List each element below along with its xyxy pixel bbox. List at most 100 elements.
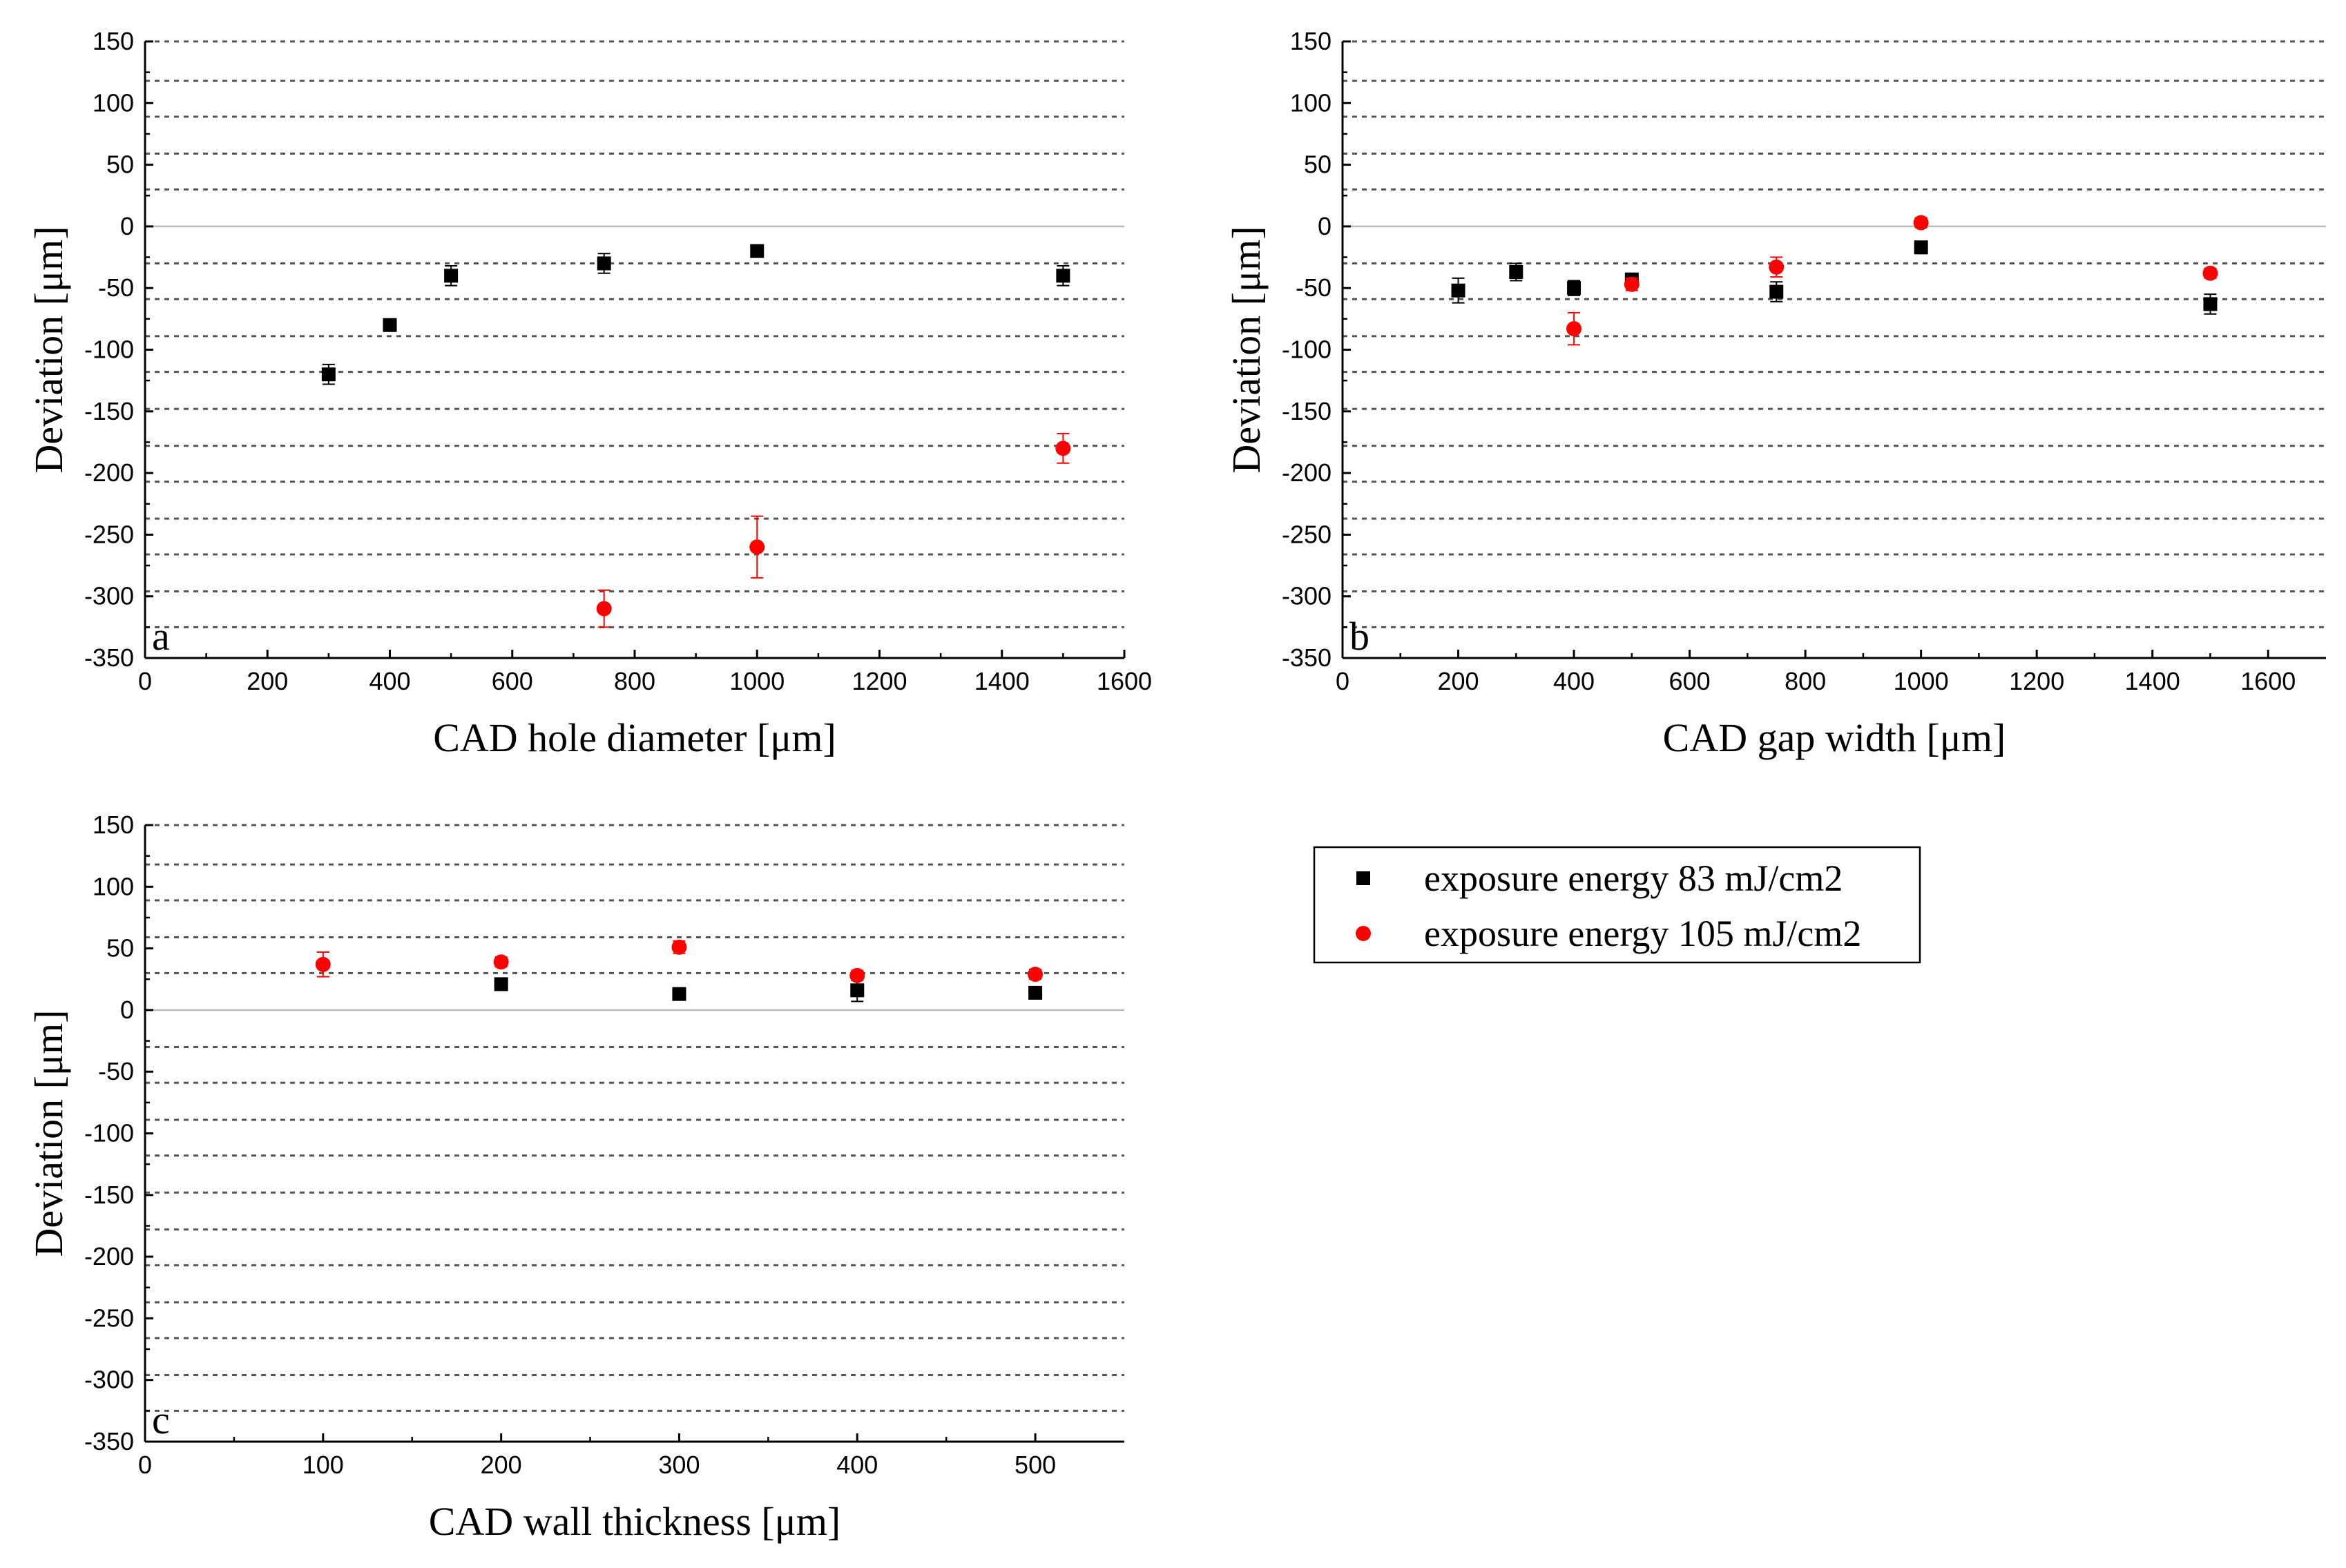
y-tick-label: -150 bbox=[84, 397, 134, 425]
data-point bbox=[321, 367, 336, 382]
y-tick-label: -300 bbox=[1282, 582, 1331, 610]
x-tick-label: 400 bbox=[1553, 667, 1595, 695]
y-tick-label: 50 bbox=[106, 934, 134, 962]
data-point bbox=[1567, 281, 1581, 296]
y-tick-label: 50 bbox=[106, 151, 134, 179]
x-axis-title: CAD wall thickness [μm] bbox=[429, 1499, 841, 1544]
y-tick-label: -250 bbox=[1282, 520, 1331, 548]
data-point bbox=[671, 939, 687, 955]
data-point bbox=[315, 956, 331, 972]
x-tick-label: 400 bbox=[369, 667, 410, 695]
y-tick-label: -50 bbox=[1296, 273, 1331, 302]
legend-label: exposure energy 83 mJ/cm2 bbox=[1424, 858, 1843, 899]
data-point bbox=[1055, 441, 1071, 456]
legend-marker bbox=[1356, 871, 1370, 885]
data-point bbox=[597, 256, 611, 271]
y-tick-label: -200 bbox=[84, 1242, 134, 1270]
y-tick-label: -100 bbox=[84, 336, 134, 364]
y-tick-label: -350 bbox=[1282, 643, 1331, 672]
x-tick-label: 200 bbox=[247, 667, 288, 695]
x-tick-label: 500 bbox=[1015, 1451, 1056, 1479]
x-axis-title: CAD gap width [μm] bbox=[1663, 715, 2006, 760]
data-point bbox=[850, 983, 865, 998]
data-point bbox=[444, 269, 459, 283]
y-tick-label: -100 bbox=[1282, 336, 1331, 364]
legend-label: exposure energy 105 mJ/cm2 bbox=[1424, 913, 1861, 954]
x-tick-label: 0 bbox=[138, 1451, 152, 1479]
y-tick-label: 150 bbox=[93, 811, 134, 839]
x-tick-label: 600 bbox=[1669, 667, 1711, 695]
y-tick-label: 150 bbox=[93, 27, 134, 55]
y-tick-label: -150 bbox=[1282, 397, 1331, 425]
x-tick-label: 200 bbox=[1437, 667, 1479, 695]
data-point bbox=[1769, 284, 1784, 299]
x-tick-label: 100 bbox=[302, 1451, 344, 1479]
y-tick-label: -250 bbox=[84, 1304, 134, 1332]
x-tick-label: 0 bbox=[138, 667, 152, 695]
y-tick-label: -200 bbox=[1282, 458, 1331, 487]
data-point bbox=[1624, 276, 1640, 292]
y-tick-label: -350 bbox=[84, 643, 134, 672]
y-tick-label: -50 bbox=[98, 1057, 134, 1085]
data-point bbox=[1914, 240, 1928, 255]
data-point bbox=[849, 967, 865, 983]
x-tick-label: 1400 bbox=[974, 667, 1030, 695]
x-tick-label: 200 bbox=[481, 1451, 522, 1479]
y-tick-label: 100 bbox=[93, 872, 134, 900]
x-axis-title: CAD hole diameter [μm] bbox=[433, 715, 836, 760]
y-tick-label: 100 bbox=[93, 88, 134, 117]
x-tick-label: 1000 bbox=[1894, 667, 1949, 695]
x-tick-label: 1600 bbox=[2240, 667, 2296, 695]
data-point bbox=[672, 987, 686, 1001]
data-point bbox=[1566, 321, 1582, 337]
legend-marker bbox=[1356, 926, 1371, 941]
data-point bbox=[750, 244, 765, 258]
x-tick-label: 1200 bbox=[2009, 667, 2064, 695]
legend: exposure energy 83 mJ/cm2 exposure energy… bbox=[1313, 846, 1921, 964]
panel-label: c bbox=[152, 1397, 170, 1442]
data-point bbox=[2203, 297, 2218, 311]
y-axis-title: Deviation [μm] bbox=[26, 226, 71, 473]
y-tick-label: -300 bbox=[84, 1366, 134, 1394]
y-tick-label: 0 bbox=[120, 996, 134, 1024]
x-tick-label: 300 bbox=[658, 1451, 700, 1479]
y-tick-label: 150 bbox=[1290, 27, 1331, 55]
data-point bbox=[1451, 283, 1465, 298]
y-tick-label: 100 bbox=[1290, 88, 1331, 117]
x-tick-label: 400 bbox=[836, 1451, 878, 1479]
y-tick-label: -100 bbox=[84, 1119, 134, 1148]
y-tick-label: 50 bbox=[1304, 151, 1331, 179]
data-point bbox=[1769, 259, 1785, 275]
data-point bbox=[383, 318, 397, 332]
y-tick-label: 0 bbox=[1318, 212, 1331, 240]
x-tick-label: 1000 bbox=[729, 667, 785, 695]
data-point bbox=[1056, 269, 1070, 283]
y-tick-label: -50 bbox=[98, 273, 134, 302]
y-tick-label: -150 bbox=[84, 1181, 134, 1209]
legend-box bbox=[1313, 846, 1921, 964]
panel-label: a bbox=[152, 614, 170, 659]
data-point bbox=[494, 977, 508, 991]
data-point bbox=[596, 601, 612, 617]
y-tick-label: -350 bbox=[84, 1427, 134, 1455]
data-point bbox=[493, 954, 509, 970]
y-tick-label: -250 bbox=[84, 520, 134, 548]
x-tick-label: 1600 bbox=[1097, 667, 1152, 695]
data-point bbox=[1028, 985, 1043, 1000]
data-point bbox=[2202, 265, 2218, 281]
y-tick-label: -300 bbox=[84, 582, 134, 610]
data-point bbox=[749, 539, 765, 555]
x-tick-label: 800 bbox=[614, 667, 655, 695]
x-tick-label: 600 bbox=[492, 667, 533, 695]
y-tick-label: 0 bbox=[120, 212, 134, 240]
data-point bbox=[1028, 967, 1044, 983]
y-axis-title: Deviation [μm] bbox=[26, 1009, 71, 1257]
data-point bbox=[1509, 264, 1523, 279]
x-tick-label: 0 bbox=[1336, 667, 1349, 695]
y-axis-title: Deviation [μm] bbox=[1224, 226, 1269, 473]
y-tick-label: -200 bbox=[84, 458, 134, 487]
